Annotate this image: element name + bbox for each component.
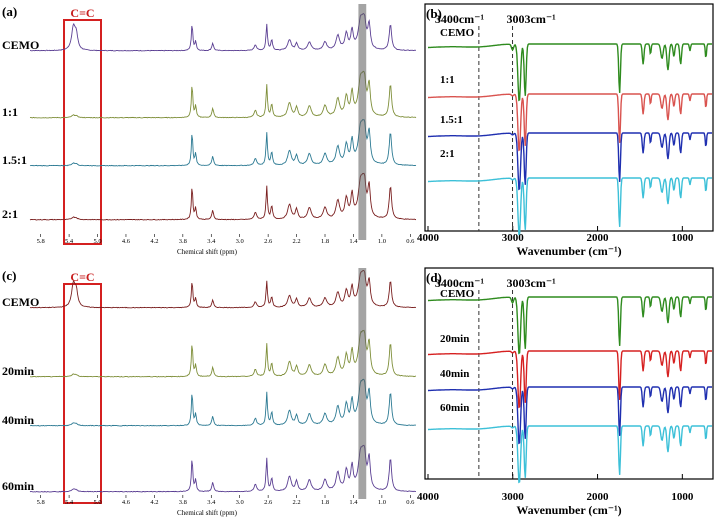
x-tick-label: 5.8 xyxy=(37,499,45,506)
x-tick-label: 5.0 xyxy=(93,499,101,506)
x-tick-label: 2000 xyxy=(587,491,610,503)
x-tick-label: 1.4 xyxy=(349,238,358,245)
cc-marker-box xyxy=(63,283,102,504)
annotation-3400: 3400cm⁻¹ xyxy=(435,276,485,290)
cc-marker-box xyxy=(63,19,102,245)
x-tick-label: 5.0 xyxy=(93,238,101,245)
trace-40min xyxy=(29,378,417,427)
x-tick-label: 3.0 xyxy=(236,499,244,506)
trace-1_5_1 xyxy=(428,132,712,191)
x-tick-label: 1.8 xyxy=(321,499,329,506)
annotation-3003: 3003cm⁻¹ xyxy=(507,12,557,26)
x-tick-label: 1.8 xyxy=(321,238,329,245)
trace-60min xyxy=(428,425,712,484)
x-tick-label: 0.6 xyxy=(406,499,415,506)
x-tick-label: 2.2 xyxy=(293,499,301,506)
trace-label: 1:1 xyxy=(440,74,455,86)
x-tick-label: 5.4 xyxy=(65,238,74,245)
x-tick-label: 1.0 xyxy=(378,238,386,245)
trace-label: CEMO xyxy=(2,38,39,52)
plot-frame xyxy=(424,3,714,232)
x-axis-label: Wavenumber (cm⁻¹) xyxy=(516,244,621,258)
trace-label: CEMO xyxy=(440,27,475,39)
trace-label: 60min xyxy=(440,402,469,414)
trace-2_1 xyxy=(428,177,712,236)
x-tick-label: 1000 xyxy=(671,232,694,244)
x-tick-label: 3.0 xyxy=(236,238,244,245)
panel-label: (a) xyxy=(2,4,17,19)
x-tick-label: 0.6 xyxy=(406,238,415,245)
cc-marker-label: C=C xyxy=(70,270,94,284)
x-tick-label: 2.6 xyxy=(264,238,273,245)
x-tick-label: 3.4 xyxy=(207,499,216,506)
x-tick-label: 3000 xyxy=(502,232,525,244)
x-axis-label: Wavenumber (cm⁻¹) xyxy=(516,503,621,517)
trace-cemo xyxy=(29,270,417,309)
panel-d: (d)3400cm⁻¹ 3003cm⁻¹ CEMO 20min 40min 60min 40… xyxy=(417,267,714,517)
trace-20min xyxy=(29,329,417,378)
x-tick-label: 4.6 xyxy=(122,499,131,506)
x-tick-label: 2.2 xyxy=(293,238,301,245)
x-tick-label: 4.2 xyxy=(150,238,158,245)
x-tick-label: 5.8 xyxy=(37,238,45,245)
trace-1_1 xyxy=(29,70,417,119)
trace-1_1 xyxy=(428,93,712,152)
x-tick-label: 5.4 xyxy=(65,499,74,506)
x-tick-label: 3.4 xyxy=(207,238,216,245)
trace-label: CEMO xyxy=(440,288,475,300)
trace-2_1 xyxy=(29,172,417,221)
x-tick-label: 4.6 xyxy=(122,238,131,245)
trace-cemo xyxy=(428,43,712,102)
panel-a: (a) C=C CEMO 1:1 1.5:1 2:1 5.8 5.4 5.0 4.6 4.2 3.8 3… xyxy=(2,4,417,256)
trace-label: 2:1 xyxy=(440,148,455,160)
trace-cemo xyxy=(428,296,712,355)
trace-40min xyxy=(428,386,712,445)
trace-label: 60min xyxy=(2,479,34,493)
panel-b: (b)3400cm⁻¹ 3003cm⁻¹ CEMO 1:1 1.5:1 2:1 4000 30… xyxy=(417,3,714,258)
x-tick-label: 2.6 xyxy=(264,499,273,506)
x-tick-label: 3000 xyxy=(502,491,525,503)
panel-label: (d) xyxy=(426,270,442,285)
trace-label: 20min xyxy=(440,333,469,345)
x-tick-label: 1.4 xyxy=(349,499,358,506)
annotation-3003: 3003cm⁻¹ xyxy=(507,276,557,290)
trace-60min xyxy=(29,444,416,493)
trace-label: 40min xyxy=(440,368,469,380)
methylene-peak xyxy=(358,268,367,499)
trace-label: 1:1 xyxy=(2,105,18,119)
trace-label: 2:1 xyxy=(2,207,18,221)
trace-1_5_1 xyxy=(29,119,417,167)
trace-label: 1.5:1 xyxy=(440,114,463,126)
x-axis-label: Chemical shift (ppm) xyxy=(177,248,238,256)
cc-marker-label: C=C xyxy=(70,6,94,20)
x-tick-label: 2000 xyxy=(587,232,610,244)
trace-cemo xyxy=(30,12,417,52)
trace-label: 1.5:1 xyxy=(2,153,27,167)
x-tick-label: 3.8 xyxy=(179,499,187,506)
annotation-3400: 3400cm⁻¹ xyxy=(435,12,485,26)
plot-frame xyxy=(424,267,714,480)
trace-label: CEMO xyxy=(2,295,39,309)
trace-20min xyxy=(428,350,712,409)
panel-label: (c) xyxy=(2,268,16,283)
panel-label: (b) xyxy=(426,6,442,21)
x-tick-label: 4000 xyxy=(417,491,440,503)
trace-label: 20min xyxy=(2,364,34,378)
x-tick-label: 4.2 xyxy=(150,499,158,506)
x-tick-label: 4000 xyxy=(417,232,440,244)
x-axis-label: Chemical shift (ppm) xyxy=(177,509,238,517)
x-tick-label: 1.0 xyxy=(378,499,386,506)
x-tick-label: 1000 xyxy=(671,491,694,503)
x-tick-label: 3.8 xyxy=(179,238,187,245)
trace-label: 40min xyxy=(2,413,34,427)
methylene-peak xyxy=(358,4,367,240)
